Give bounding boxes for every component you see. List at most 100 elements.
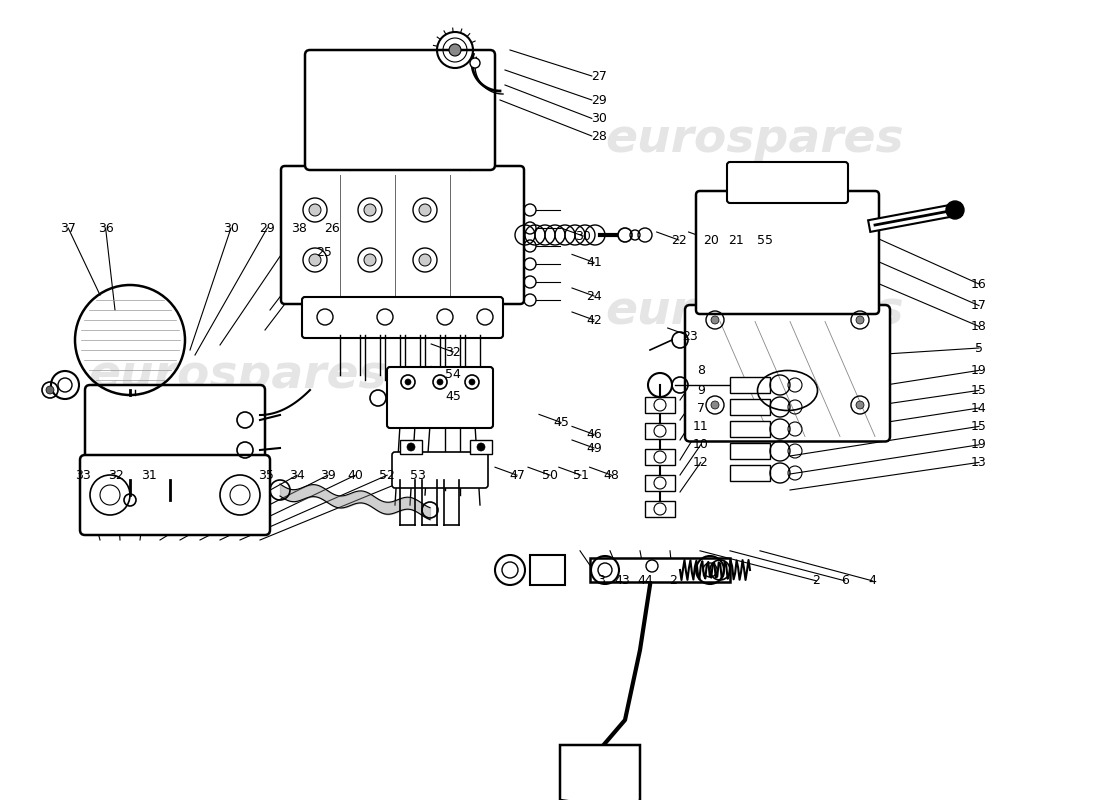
Text: 43: 43 [615,574,630,587]
Circle shape [449,44,461,56]
Text: 15: 15 [971,384,987,397]
Text: 30: 30 [575,230,591,242]
FancyBboxPatch shape [387,367,493,428]
Text: 30: 30 [592,112,607,125]
Text: 8: 8 [696,364,705,377]
Circle shape [364,254,376,266]
FancyBboxPatch shape [305,50,495,170]
Circle shape [470,58,480,68]
Circle shape [654,477,666,489]
Text: 5: 5 [975,342,983,354]
Bar [400,440,422,454]
Circle shape [654,399,666,411]
Text: 51: 51 [573,469,588,482]
Text: 22: 22 [671,234,686,246]
Text: 9: 9 [696,384,705,397]
Text: 34: 34 [289,469,305,482]
Text: 31: 31 [141,469,156,482]
Circle shape [402,375,415,389]
Text: 28: 28 [592,130,607,142]
Circle shape [469,379,475,385]
Text: 32: 32 [108,469,123,482]
Text: 3: 3 [596,574,605,587]
Circle shape [309,204,321,216]
Bar [730,399,770,415]
Circle shape [654,503,666,515]
Text: 24: 24 [586,290,602,302]
Bar [590,558,730,582]
Text: 55: 55 [757,234,772,246]
Text: 50: 50 [542,469,558,482]
Circle shape [419,204,431,216]
Text: 39: 39 [320,469,336,482]
Text: 35: 35 [258,469,274,482]
Text: 41: 41 [586,256,602,269]
Bar [470,440,492,454]
Circle shape [711,316,719,324]
Circle shape [405,379,411,385]
Text: 32: 32 [446,346,461,358]
Circle shape [419,254,431,266]
Circle shape [711,401,719,409]
Text: 49: 49 [586,442,602,454]
Text: 38: 38 [292,222,307,234]
Text: 36: 36 [98,222,113,234]
Text: 27: 27 [592,70,607,82]
Text: 40: 40 [348,469,363,482]
Text: 12: 12 [693,456,708,469]
Text: 10: 10 [693,438,708,451]
Circle shape [654,425,666,437]
Bar [645,423,675,439]
Bar [730,465,770,481]
Text: 37: 37 [60,222,76,234]
Text: 6: 6 [840,574,849,587]
Text: 2: 2 [812,574,821,587]
Text: 4: 4 [868,574,877,587]
FancyBboxPatch shape [280,166,524,304]
FancyBboxPatch shape [302,297,503,338]
Text: 30: 30 [223,222,239,234]
Circle shape [654,451,666,463]
Text: 7: 7 [696,402,705,414]
FancyBboxPatch shape [727,162,848,203]
Bar [645,475,675,491]
Bar [645,397,675,413]
Text: 2: 2 [669,574,678,587]
Text: 47: 47 [509,469,525,482]
Text: 13: 13 [971,456,987,469]
Text: eurospares: eurospares [88,354,386,398]
Text: 45: 45 [446,390,461,402]
Text: 21: 21 [728,234,744,246]
Text: 53: 53 [410,469,426,482]
FancyBboxPatch shape [85,385,265,485]
Circle shape [407,443,415,451]
Circle shape [856,401,864,409]
Circle shape [46,386,54,394]
Circle shape [364,204,376,216]
Text: 29: 29 [260,222,275,234]
FancyBboxPatch shape [80,455,270,535]
FancyBboxPatch shape [392,452,488,488]
Text: 23: 23 [682,330,697,342]
Circle shape [437,379,443,385]
Bar [645,501,675,517]
Text: 45: 45 [553,416,569,429]
Text: 44: 44 [638,574,653,587]
Circle shape [618,228,632,242]
Text: 42: 42 [586,314,602,326]
Text: 15: 15 [971,420,987,433]
Circle shape [477,443,485,451]
Circle shape [433,375,447,389]
Text: 14: 14 [971,402,987,414]
Text: 29: 29 [592,94,607,106]
Circle shape [946,201,964,219]
Text: eurospares: eurospares [605,118,903,162]
Bar [730,443,770,459]
Circle shape [465,375,478,389]
Text: 26: 26 [324,222,340,234]
Text: 33: 33 [75,469,90,482]
Text: 18: 18 [971,320,987,333]
Text: 17: 17 [971,299,987,312]
Text: 20: 20 [703,234,718,246]
Text: eurospares: eurospares [605,290,903,334]
